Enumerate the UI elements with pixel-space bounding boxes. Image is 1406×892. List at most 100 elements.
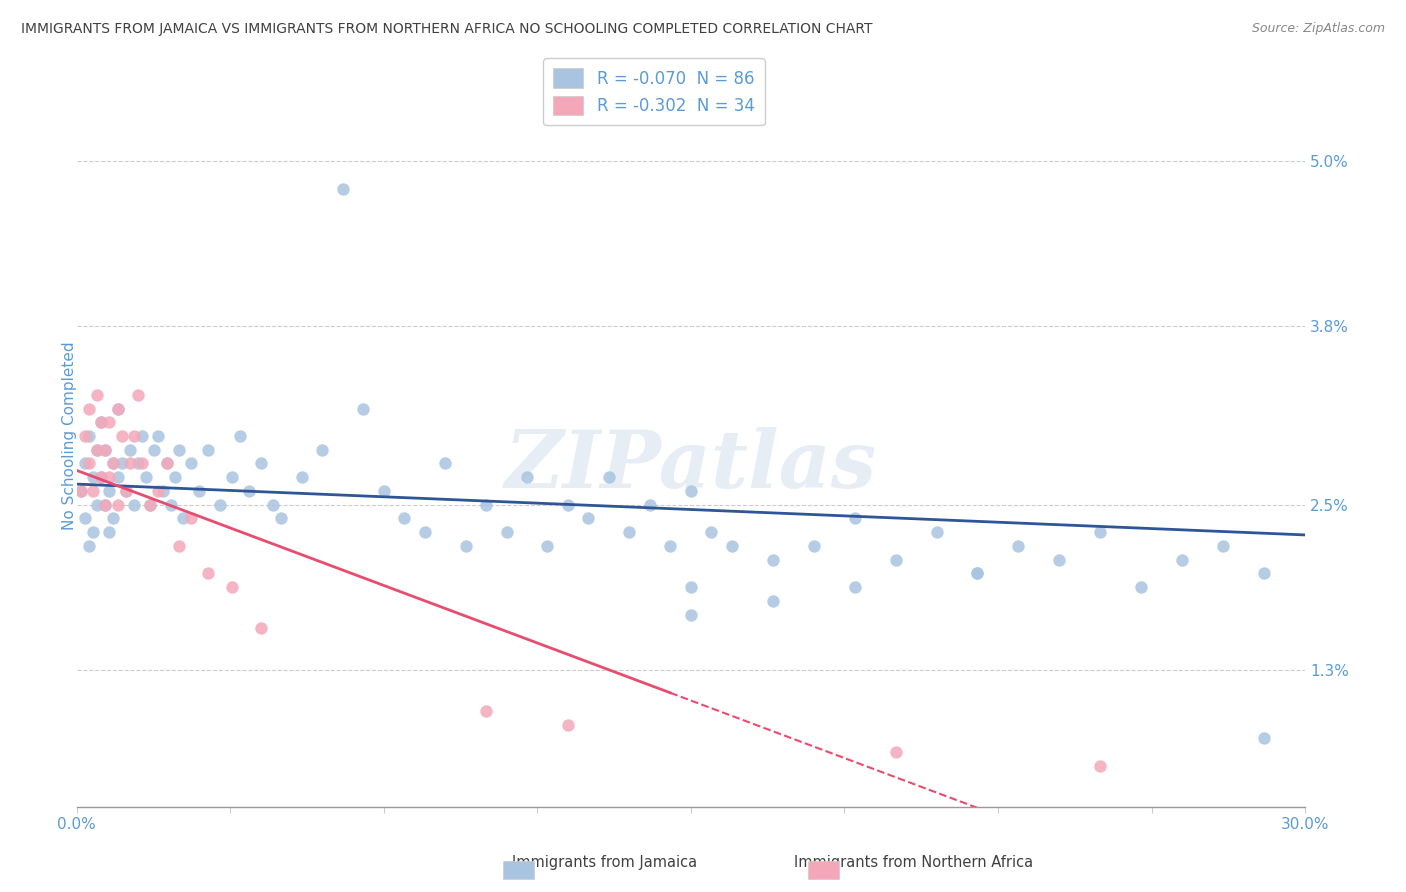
- Point: [127, 457, 149, 471]
- Point: [98, 470, 121, 484]
- Point: [156, 457, 179, 471]
- Point: [77, 401, 100, 416]
- Point: [114, 483, 136, 498]
- Point: [619, 525, 641, 540]
- Point: [250, 621, 273, 635]
- Point: [925, 525, 948, 540]
- Point: [1047, 552, 1070, 566]
- Y-axis label: No Schooling Completed: No Schooling Completed: [62, 342, 77, 531]
- Point: [434, 457, 457, 471]
- Point: [262, 498, 284, 512]
- Point: [73, 429, 96, 443]
- Point: [221, 580, 243, 594]
- Legend: R = -0.070  N = 86, R = -0.302  N = 34: R = -0.070 N = 86, R = -0.302 N = 34: [543, 59, 765, 126]
- Point: [197, 566, 219, 581]
- Text: IMMIGRANTS FROM JAMAICA VS IMMIGRANTS FROM NORTHERN AFRICA NO SCHOOLING COMPLETE: IMMIGRANTS FROM JAMAICA VS IMMIGRANTS FR…: [21, 22, 873, 37]
- Point: [659, 539, 682, 553]
- Point: [966, 566, 988, 581]
- Point: [844, 511, 866, 525]
- Point: [90, 470, 112, 484]
- Point: [127, 388, 149, 402]
- Point: [139, 498, 162, 512]
- Point: [884, 745, 907, 759]
- Point: [107, 401, 129, 416]
- Point: [107, 470, 129, 484]
- Point: [131, 457, 153, 471]
- Point: [679, 580, 702, 594]
- Point: [536, 539, 558, 553]
- Point: [332, 182, 354, 196]
- Point: [82, 525, 104, 540]
- Point: [679, 607, 702, 622]
- Point: [720, 539, 742, 553]
- Point: [557, 498, 579, 512]
- Point: [110, 457, 132, 471]
- Point: [238, 483, 260, 498]
- Point: [679, 483, 702, 498]
- Point: [122, 429, 145, 443]
- Point: [77, 539, 100, 553]
- Point: [392, 511, 415, 525]
- Point: [454, 539, 477, 553]
- Point: [77, 457, 100, 471]
- Point: [557, 717, 579, 731]
- Point: [373, 483, 395, 498]
- Point: [180, 511, 202, 525]
- Point: [122, 498, 145, 512]
- Point: [270, 511, 292, 525]
- Point: [98, 415, 121, 429]
- Point: [90, 415, 112, 429]
- Point: [1212, 539, 1234, 553]
- Point: [118, 442, 141, 457]
- Point: [94, 442, 117, 457]
- Point: [156, 457, 179, 471]
- Point: [167, 539, 190, 553]
- Point: [1007, 539, 1029, 553]
- Point: [103, 511, 125, 525]
- Point: [103, 457, 125, 471]
- Point: [148, 429, 170, 443]
- Point: [516, 470, 538, 484]
- Point: [73, 457, 96, 471]
- Point: [94, 498, 117, 512]
- Point: [131, 429, 153, 443]
- Point: [638, 498, 661, 512]
- Point: [1253, 731, 1275, 746]
- Point: [73, 511, 96, 525]
- Point: [143, 442, 166, 457]
- Point: [188, 483, 211, 498]
- Point: [167, 442, 190, 457]
- Point: [82, 483, 104, 498]
- Point: [86, 388, 108, 402]
- Point: [1090, 525, 1112, 540]
- Point: [139, 498, 162, 512]
- Point: [114, 483, 136, 498]
- Point: [69, 483, 91, 498]
- Point: [208, 498, 231, 512]
- Text: ZIPatlas: ZIPatlas: [505, 427, 877, 504]
- Point: [86, 442, 108, 457]
- Point: [86, 442, 108, 457]
- Point: [1253, 566, 1275, 581]
- Point: [69, 483, 91, 498]
- Point: [221, 470, 243, 484]
- Point: [762, 552, 785, 566]
- Point: [135, 470, 157, 484]
- Point: [118, 457, 141, 471]
- Point: [291, 470, 314, 484]
- Point: [94, 498, 117, 512]
- Point: [229, 429, 252, 443]
- Point: [107, 498, 129, 512]
- Point: [311, 442, 333, 457]
- Point: [148, 483, 170, 498]
- Point: [1090, 758, 1112, 772]
- Text: Source: ZipAtlas.com: Source: ZipAtlas.com: [1251, 22, 1385, 36]
- Text: Immigrants from Jamaica: Immigrants from Jamaica: [512, 855, 697, 870]
- Point: [98, 483, 121, 498]
- Point: [172, 511, 194, 525]
- Point: [94, 442, 117, 457]
- Point: [413, 525, 436, 540]
- Point: [82, 470, 104, 484]
- Point: [152, 483, 174, 498]
- Point: [966, 566, 988, 581]
